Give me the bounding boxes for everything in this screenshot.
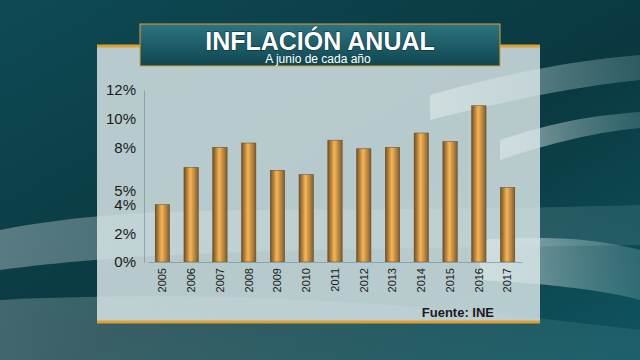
bar <box>500 187 514 262</box>
x-tick: 2005 <box>156 262 168 292</box>
bar <box>184 167 198 262</box>
panel <box>97 46 540 322</box>
panel-bottom-line <box>97 321 540 324</box>
source: Fuente: INE <box>422 305 495 320</box>
x-tick-label: 2010 <box>300 268 312 292</box>
title: INFLACIÓN ANUAL <box>205 26 435 55</box>
x-tick: 2011 <box>329 262 341 292</box>
x-tick-label: 2009 <box>271 268 283 292</box>
bar <box>414 133 428 262</box>
bar <box>443 142 457 262</box>
x-tick-label: 2007 <box>214 268 226 292</box>
x-tick: 2010 <box>300 262 312 292</box>
x-tick: 2012 <box>358 262 370 292</box>
y-tick: 8% <box>114 139 144 156</box>
background <box>0 0 640 360</box>
x-tick-label: 2014 <box>415 268 427 292</box>
bar <box>270 170 284 262</box>
x-tick: 2016 <box>473 262 485 292</box>
x-tick-label: 2008 <box>243 268 255 292</box>
x-tick-label: 2017 <box>501 268 513 292</box>
bar <box>299 175 313 262</box>
y-tick-label: 8% <box>114 139 136 156</box>
title-box <box>140 24 500 66</box>
x-tick-label: 2006 <box>185 268 197 292</box>
y-axis-line <box>144 91 145 263</box>
y-tick-label: 12% <box>106 81 136 98</box>
y-tick-label: 0% <box>114 253 136 270</box>
x-axis: 2005 2006 2007 2008 2009 2010 2011 2012 2013 2014… <box>149 262 523 292</box>
bar <box>385 147 399 262</box>
y-tick: 10% <box>106 110 144 127</box>
x-tick: 2006 <box>185 262 197 292</box>
bars <box>155 106 515 262</box>
x-tick: 2014 <box>415 262 427 292</box>
bar <box>155 205 169 262</box>
x-tick-label: 2012 <box>358 268 370 292</box>
y-axis: 0%2%4%5%8%10%12% <box>106 81 145 270</box>
x-tick-label: 2005 <box>156 268 168 292</box>
x-tick: 2015 <box>444 262 456 292</box>
y-tick: 12% <box>106 81 144 98</box>
y-tick: 5% <box>114 182 144 199</box>
x-axis-line <box>149 262 523 263</box>
bar <box>472 106 486 262</box>
bar <box>328 140 342 262</box>
bar <box>242 143 256 262</box>
bar <box>213 147 227 262</box>
y-tick-label: 5% <box>114 182 136 199</box>
x-tick: 2013 <box>386 262 398 292</box>
chart: INFLACIÓN ANUALA junio de cada año0%2%4%… <box>0 0 640 360</box>
y-tick-label: 10% <box>106 110 136 127</box>
subtitle: A junio de cada año <box>265 52 371 66</box>
x-tick: 2009 <box>271 262 283 292</box>
x-tick: 2007 <box>214 262 226 292</box>
x-tick-label: 2011 <box>329 268 341 292</box>
y-tick-label: 2% <box>114 225 136 242</box>
bar <box>357 149 371 262</box>
x-tick-label: 2013 <box>386 268 398 292</box>
x-tick-label: 2016 <box>473 268 485 292</box>
y-tick: 2% <box>114 225 144 242</box>
x-tick: 2017 <box>501 262 513 292</box>
x-tick: 2008 <box>243 262 255 292</box>
x-tick-label: 2015 <box>444 268 456 292</box>
y-tick: 0% <box>114 253 144 270</box>
